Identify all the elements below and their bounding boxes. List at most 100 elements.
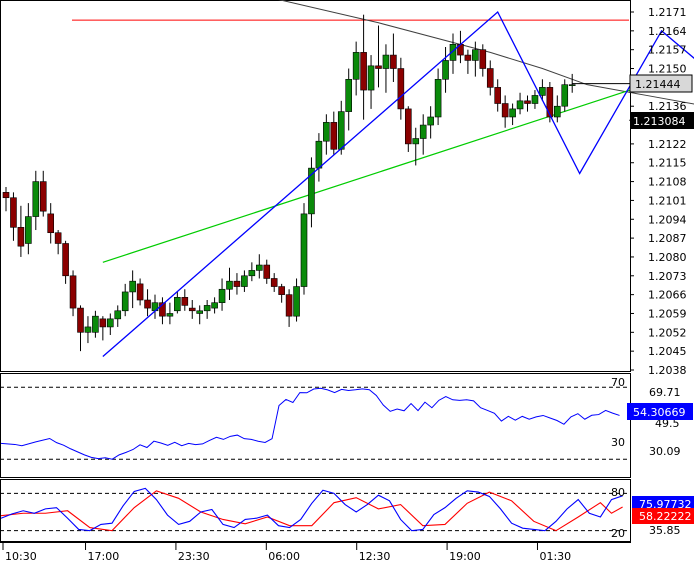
- bear-candle: [263, 264, 271, 279]
- bull-candle: [449, 44, 457, 61]
- price-pane: [2, 0, 694, 358]
- bull-candle: [352, 52, 360, 80]
- rsi-level-70-label: 70: [611, 376, 625, 389]
- bear-candle: [77, 307, 84, 333]
- bull-candle: [561, 84, 569, 107]
- bear-candle: [278, 286, 285, 295]
- bear-candle: [270, 278, 278, 287]
- time-tick-label: 06:00: [268, 550, 300, 563]
- bull-candle: [255, 264, 263, 271]
- stoch-signal-label: 58.22222: [639, 510, 692, 523]
- price-tick-label: 1.2157: [648, 44, 687, 57]
- axes: 1.21711.21641.21571.21501.21431.21361.21…: [2, 6, 687, 563]
- rsi-line: [0, 387, 620, 460]
- bear-candle: [144, 299, 151, 309]
- support-trendline: [102, 89, 631, 263]
- price-tick-label: 1.2171: [648, 6, 687, 19]
- stoch-low-label: 35.85: [649, 524, 681, 537]
- bear-candle: [404, 108, 412, 145]
- bull-candle: [337, 111, 345, 150]
- bull-candle: [25, 216, 32, 244]
- bull-candle: [293, 286, 300, 317]
- bear-candle: [501, 103, 509, 118]
- price-tick-label: 1.2038: [648, 364, 687, 377]
- stoch-signal-badge: [632, 508, 694, 524]
- rsi-low-label: 30.09: [649, 445, 681, 458]
- bear-candle: [360, 52, 367, 91]
- rsi-current-label: 54.30669: [633, 406, 686, 419]
- rsi-pane-frame: [0, 373, 631, 478]
- stoch-signal-line: [0, 490, 623, 532]
- bull-candle: [509, 108, 516, 118]
- bull-candle: [531, 95, 539, 104]
- bull-candle: [121, 291, 129, 312]
- time-tick-label: 23:30: [178, 550, 210, 563]
- price-pane-frame: [0, 0, 631, 372]
- bear-candle: [486, 68, 494, 88]
- bull-candle: [553, 105, 561, 118]
- bear-candle: [390, 54, 397, 69]
- bear-candle: [494, 87, 502, 104]
- bear-candle: [136, 283, 144, 301]
- bear-candle: [188, 307, 196, 312]
- price-tick-label: 1.2122: [648, 138, 687, 151]
- bear-candle: [69, 275, 77, 309]
- bull-candle: [300, 213, 308, 287]
- current-price-label: 1.21444: [635, 78, 681, 91]
- bull-candle: [218, 288, 226, 304]
- time-tick-label: 19:00: [449, 550, 481, 563]
- price-tick-label: 1.2108: [648, 176, 687, 189]
- bear-candle: [397, 68, 405, 110]
- bear-candle: [181, 297, 189, 306]
- rsi-partial-label: 49.5: [655, 417, 680, 430]
- bull-candle: [107, 318, 114, 328]
- bull-candle: [568, 84, 576, 86]
- price-tick-label: 1.2045: [648, 345, 687, 358]
- bear-candle: [285, 294, 293, 317]
- price-tick-label: 1.2080: [648, 251, 687, 264]
- bull-candle: [196, 310, 203, 314]
- stoch-level-80-label: 80: [611, 486, 625, 499]
- bull-candle: [539, 87, 546, 96]
- bear-candle: [479, 49, 487, 69]
- bear-candle: [39, 181, 47, 212]
- bull-candle: [382, 54, 390, 69]
- bull-candle: [226, 280, 233, 290]
- rsi-pane: [0, 386, 630, 460]
- time-tick-label: 10:30: [5, 550, 37, 563]
- bull-candle: [203, 305, 211, 312]
- rsi-level-30-label: 30: [611, 436, 625, 449]
- bull-candle: [516, 100, 524, 110]
- stochastic-pane: [0, 487, 630, 532]
- bull-candle: [92, 315, 99, 333]
- bull-candle: [345, 78, 353, 112]
- bear-candle: [159, 302, 166, 317]
- bull-candle: [211, 302, 218, 309]
- price-tick-label: 1.2136: [648, 100, 687, 113]
- bear-candle: [375, 65, 382, 69]
- price-tick-label: 1.2115: [648, 157, 687, 170]
- bull-candle: [174, 297, 181, 312]
- price-tick-label: 1.2059: [648, 307, 687, 320]
- stoch-main-label: 75.97732: [639, 498, 692, 511]
- bear-candle: [330, 122, 338, 150]
- bull-candle: [427, 116, 434, 126]
- bear-candle: [62, 243, 69, 277]
- bear-candle: [2, 192, 10, 199]
- stoch-pane-frame: [0, 479, 631, 542]
- bear-candle: [524, 100, 531, 104]
- price-tick-label: 1.2150: [648, 63, 687, 76]
- bear-candle: [233, 280, 241, 287]
- bull-candle: [412, 138, 420, 145]
- bear-candle: [546, 87, 554, 118]
- bear-candle: [47, 213, 55, 234]
- ma-value-badge: [630, 112, 694, 129]
- time-tick-label: 12:30: [359, 550, 391, 563]
- bull-candle: [308, 167, 315, 215]
- price-tick-label: 1.2101: [648, 194, 687, 207]
- price-tick-label: 1.2094: [648, 213, 687, 226]
- bear-candle: [17, 227, 25, 247]
- stoch-main-line: [0, 487, 623, 532]
- bull-candle: [472, 49, 479, 61]
